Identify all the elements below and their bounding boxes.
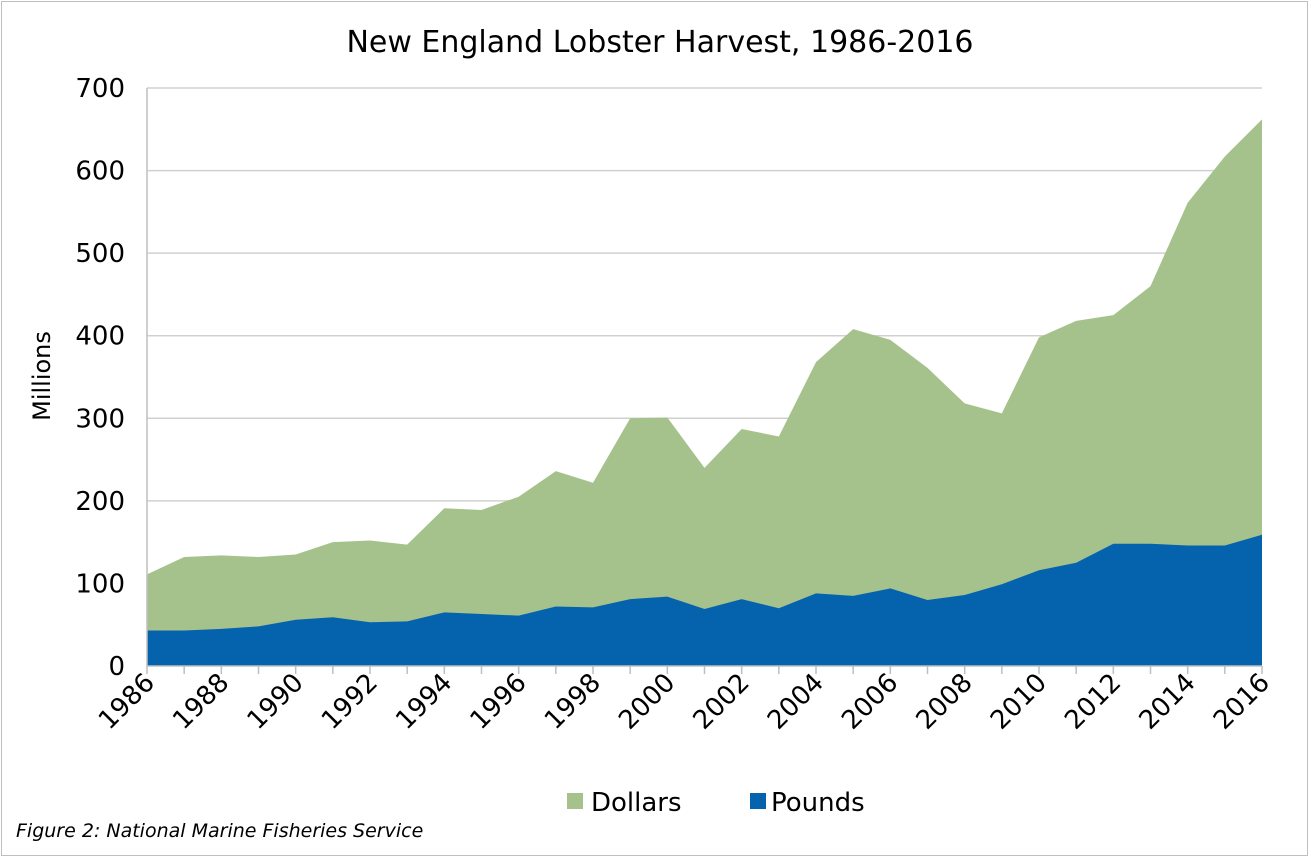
y-tick-label: 500 [75, 239, 125, 269]
x-tick-label: 1998 [539, 668, 607, 736]
x-tick-label: 2008 [911, 668, 979, 736]
x-tick-label: 1988 [167, 668, 235, 736]
figure-caption: Figure 2: National Marine Fisheries Serv… [16, 820, 424, 842]
y-tick-label: 300 [75, 404, 125, 434]
y-tick-label: 600 [75, 157, 125, 187]
y-axis-title: Millions [28, 331, 56, 421]
legend-swatch-dollars [567, 793, 583, 809]
y-tick-label: 0 [108, 652, 125, 682]
legend-label-dollars: Dollars [591, 788, 682, 818]
x-tick-label: 2002 [688, 668, 756, 736]
area-pounds [147, 534, 1262, 666]
legend-label-pounds: Pounds [771, 788, 865, 818]
axes [146, 88, 1263, 674]
x-tick-label: 2000 [613, 668, 681, 736]
x-tick-label: 2010 [985, 668, 1053, 736]
x-tick-label: 2014 [1134, 668, 1202, 736]
legend-swatch-pounds [750, 793, 766, 809]
x-tick-label: 1994 [390, 668, 458, 736]
x-tick-label: 1990 [242, 668, 310, 736]
y-tick-label: 100 [75, 569, 125, 599]
x-tick-label: 1996 [465, 668, 533, 736]
x-tick-label: 2016 [1208, 668, 1276, 736]
chart-title: New England Lobster Harvest, 1986-2016 [346, 25, 973, 60]
area-dollars [147, 119, 1262, 667]
y-tick-labels: 0 100 200 300 400 500 600 700 [75, 74, 125, 682]
y-tick-label: 200 [75, 487, 125, 517]
x-tick-label: 2006 [836, 668, 904, 736]
x-tick-labels: 1986 1988 1990 1992 1994 1996 1998 2000 2002 2004… [93, 668, 1276, 736]
x-tick-label: 1992 [316, 668, 384, 736]
y-tick-label: 700 [75, 74, 125, 104]
x-tick-label: 2004 [762, 668, 830, 736]
y-tick-label: 400 [75, 322, 125, 352]
x-tick-label: 1986 [93, 668, 161, 736]
plot-area [147, 119, 1262, 667]
x-tick-label: 2012 [1059, 668, 1127, 736]
legend: Dollars Pounds [567, 788, 865, 818]
